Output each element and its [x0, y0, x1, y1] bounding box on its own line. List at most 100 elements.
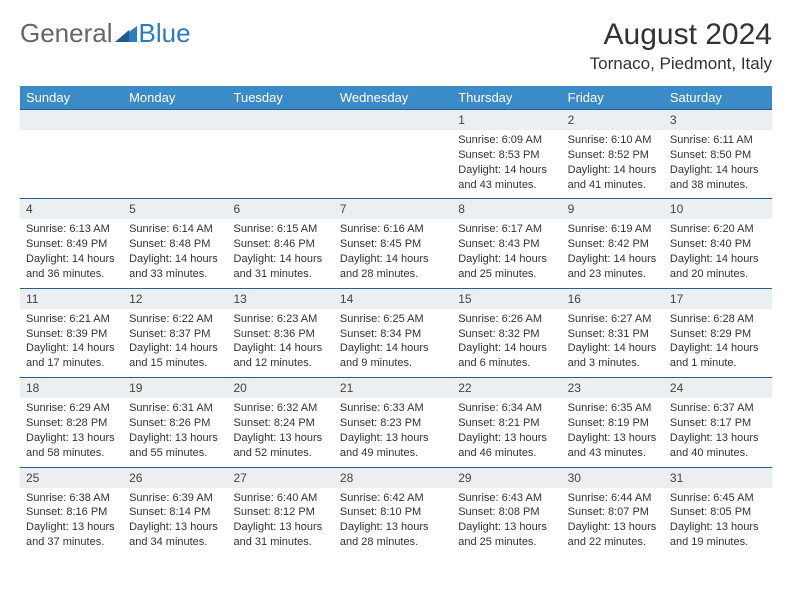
day-header: Sunday	[20, 86, 123, 110]
day-detail-cell: Sunrise: 6:21 AMSunset: 8:39 PMDaylight:…	[20, 309, 123, 378]
day-number-cell: 6	[228, 199, 334, 220]
day-detail-cell: Sunrise: 6:26 AMSunset: 8:32 PMDaylight:…	[452, 309, 561, 378]
day-detail-cell: Sunrise: 6:28 AMSunset: 8:29 PMDaylight:…	[664, 309, 772, 378]
brand-logo: General Blue	[20, 18, 191, 49]
sunset-text: Sunset: 8:39 PM	[26, 327, 117, 342]
day-number-cell	[334, 110, 452, 131]
sunset-text: Sunset: 8:14 PM	[129, 505, 221, 520]
brand-triangle-icon	[115, 18, 137, 49]
sunset-text: Sunset: 8:42 PM	[568, 237, 658, 252]
daylight-text: Daylight: 14 hours and 31 minutes.	[234, 252, 328, 282]
sunset-text: Sunset: 8:05 PM	[670, 505, 766, 520]
sunrise-text: Sunrise: 6:17 AM	[458, 222, 555, 237]
day-number-cell: 20	[228, 378, 334, 399]
day-number-cell: 9	[562, 199, 664, 220]
day-detail-cell: Sunrise: 6:10 AMSunset: 8:52 PMDaylight:…	[562, 130, 664, 199]
sunset-text: Sunset: 8:46 PM	[234, 237, 328, 252]
sunset-text: Sunset: 8:34 PM	[340, 327, 446, 342]
daylight-text: Daylight: 13 hours and 49 minutes.	[340, 431, 446, 461]
sunrise-text: Sunrise: 6:27 AM	[568, 312, 658, 327]
day-number-cell: 28	[334, 467, 452, 488]
day-detail-cell: Sunrise: 6:32 AMSunset: 8:24 PMDaylight:…	[228, 398, 334, 467]
day-header: Friday	[562, 86, 664, 110]
day-number-cell: 23	[562, 378, 664, 399]
day-detail-row: Sunrise: 6:38 AMSunset: 8:16 PMDaylight:…	[20, 488, 772, 556]
daylight-text: Daylight: 14 hours and 9 minutes.	[340, 341, 446, 371]
day-number-cell: 27	[228, 467, 334, 488]
sunset-text: Sunset: 8:29 PM	[670, 327, 766, 342]
daylight-text: Daylight: 14 hours and 41 minutes.	[568, 163, 658, 193]
daylight-text: Daylight: 13 hours and 58 minutes.	[26, 431, 117, 461]
day-header: Saturday	[664, 86, 772, 110]
day-number-cell: 30	[562, 467, 664, 488]
daylight-text: Daylight: 14 hours and 28 minutes.	[340, 252, 446, 282]
brand-text-general: General	[20, 18, 113, 49]
sunrise-text: Sunrise: 6:14 AM	[129, 222, 221, 237]
day-number-cell: 8	[452, 199, 561, 220]
sunset-text: Sunset: 8:31 PM	[568, 327, 658, 342]
sunset-text: Sunset: 8:16 PM	[26, 505, 117, 520]
day-detail-row: Sunrise: 6:09 AMSunset: 8:53 PMDaylight:…	[20, 130, 772, 199]
sunrise-text: Sunrise: 6:42 AM	[340, 491, 446, 506]
daylight-text: Daylight: 14 hours and 38 minutes.	[670, 163, 766, 193]
sunrise-text: Sunrise: 6:44 AM	[568, 491, 658, 506]
day-detail-cell: Sunrise: 6:25 AMSunset: 8:34 PMDaylight:…	[334, 309, 452, 378]
day-number-cell	[20, 110, 123, 131]
day-detail-cell: Sunrise: 6:33 AMSunset: 8:23 PMDaylight:…	[334, 398, 452, 467]
day-detail-cell: Sunrise: 6:31 AMSunset: 8:26 PMDaylight:…	[123, 398, 227, 467]
sunrise-text: Sunrise: 6:11 AM	[670, 133, 766, 148]
day-detail-cell: Sunrise: 6:27 AMSunset: 8:31 PMDaylight:…	[562, 309, 664, 378]
day-detail-cell	[20, 130, 123, 199]
day-number-cell: 16	[562, 288, 664, 309]
sunrise-text: Sunrise: 6:37 AM	[670, 401, 766, 416]
sunset-text: Sunset: 8:21 PM	[458, 416, 555, 431]
sunset-text: Sunset: 8:19 PM	[568, 416, 658, 431]
sunset-text: Sunset: 8:52 PM	[568, 148, 658, 163]
day-number-cell: 4	[20, 199, 123, 220]
daylight-text: Daylight: 14 hours and 43 minutes.	[458, 163, 555, 193]
day-detail-cell: Sunrise: 6:34 AMSunset: 8:21 PMDaylight:…	[452, 398, 561, 467]
day-number-cell: 31	[664, 467, 772, 488]
sunrise-text: Sunrise: 6:23 AM	[234, 312, 328, 327]
day-number-cell: 21	[334, 378, 452, 399]
day-detail-cell: Sunrise: 6:14 AMSunset: 8:48 PMDaylight:…	[123, 219, 227, 288]
sunset-text: Sunset: 8:28 PM	[26, 416, 117, 431]
sunset-text: Sunset: 8:36 PM	[234, 327, 328, 342]
day-number-cell	[228, 110, 334, 131]
daylight-text: Daylight: 14 hours and 6 minutes.	[458, 341, 555, 371]
sunrise-text: Sunrise: 6:29 AM	[26, 401, 117, 416]
daylight-text: Daylight: 14 hours and 12 minutes.	[234, 341, 328, 371]
day-number-cell: 13	[228, 288, 334, 309]
location-label: Tornaco, Piedmont, Italy	[590, 54, 772, 74]
sunset-text: Sunset: 8:45 PM	[340, 237, 446, 252]
day-number-row: 11121314151617	[20, 288, 772, 309]
day-detail-cell: Sunrise: 6:20 AMSunset: 8:40 PMDaylight:…	[664, 219, 772, 288]
day-number-cell: 14	[334, 288, 452, 309]
daylight-text: Daylight: 13 hours and 52 minutes.	[234, 431, 328, 461]
daylight-text: Daylight: 13 hours and 28 minutes.	[340, 520, 446, 550]
sunrise-text: Sunrise: 6:45 AM	[670, 491, 766, 506]
day-number-cell: 22	[452, 378, 561, 399]
day-number-cell: 25	[20, 467, 123, 488]
day-number-cell: 12	[123, 288, 227, 309]
day-number-cell: 5	[123, 199, 227, 220]
day-number-cell: 17	[664, 288, 772, 309]
daylight-text: Daylight: 13 hours and 37 minutes.	[26, 520, 117, 550]
day-number-row: 25262728293031	[20, 467, 772, 488]
sunset-text: Sunset: 8:08 PM	[458, 505, 555, 520]
daylight-text: Daylight: 14 hours and 33 minutes.	[129, 252, 221, 282]
sunrise-text: Sunrise: 6:40 AM	[234, 491, 328, 506]
daylight-text: Daylight: 13 hours and 40 minutes.	[670, 431, 766, 461]
sunrise-text: Sunrise: 6:33 AM	[340, 401, 446, 416]
day-detail-cell: Sunrise: 6:43 AMSunset: 8:08 PMDaylight:…	[452, 488, 561, 556]
day-number-cell: 11	[20, 288, 123, 309]
daylight-text: Daylight: 13 hours and 34 minutes.	[129, 520, 221, 550]
daylight-text: Daylight: 14 hours and 20 minutes.	[670, 252, 766, 282]
daylight-text: Daylight: 14 hours and 25 minutes.	[458, 252, 555, 282]
day-detail-row: Sunrise: 6:29 AMSunset: 8:28 PMDaylight:…	[20, 398, 772, 467]
day-detail-cell: Sunrise: 6:19 AMSunset: 8:42 PMDaylight:…	[562, 219, 664, 288]
day-number-cell: 10	[664, 199, 772, 220]
day-detail-cell: Sunrise: 6:40 AMSunset: 8:12 PMDaylight:…	[228, 488, 334, 556]
day-detail-cell: Sunrise: 6:16 AMSunset: 8:45 PMDaylight:…	[334, 219, 452, 288]
day-header: Thursday	[452, 86, 561, 110]
